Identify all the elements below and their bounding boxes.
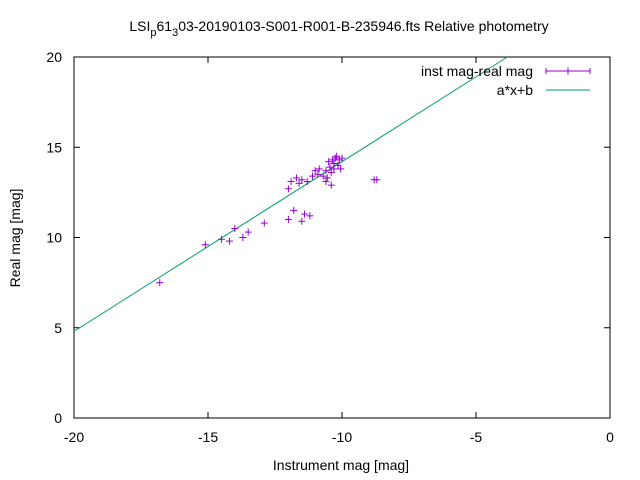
- data-point: [217, 235, 225, 243]
- data-point: [334, 161, 342, 169]
- data-point: [290, 206, 298, 214]
- data-point: [239, 234, 247, 241]
- chart-title-subscript-1: p: [150, 27, 156, 39]
- x-axis-label: Instrument mag [mag]: [273, 457, 409, 473]
- data-point: [338, 154, 346, 162]
- x-tick-label: -5: [470, 429, 483, 445]
- data-point: [306, 212, 314, 220]
- data-point: [322, 167, 330, 175]
- data-point: [373, 176, 381, 184]
- data-point: [231, 224, 239, 232]
- data-point: [284, 215, 292, 223]
- y-tick-label: 10: [46, 230, 62, 246]
- data-point: [201, 241, 209, 249]
- data-point: [287, 178, 295, 186]
- data-point: [327, 181, 335, 189]
- data-point: [315, 165, 323, 173]
- data-point: [303, 178, 311, 186]
- chart-title-part-2: 61: [156, 18, 172, 34]
- data-point: [311, 167, 319, 175]
- data-point: [260, 219, 268, 227]
- data-point: [292, 174, 300, 182]
- data-point: [156, 279, 164, 287]
- data-point: [244, 228, 252, 236]
- axis-tick-labels: -20 -15 -10 -5 0 0 5 10 15 20: [46, 49, 614, 445]
- chart-title-part-1: LSI: [129, 18, 150, 34]
- data-point: [322, 178, 330, 186]
- data-point: [298, 217, 306, 225]
- y-tick-label: 5: [54, 320, 62, 336]
- plot-area: [73, 56, 508, 332]
- data-point: [331, 154, 339, 162]
- axis-ticks: [73, 56, 611, 419]
- data-point: [319, 172, 327, 180]
- data-point: [314, 170, 322, 178]
- y-axis-label: Real mag [mag]: [7, 189, 23, 288]
- legend-label-line: a*x+b: [497, 82, 533, 98]
- data-point: [327, 169, 335, 177]
- data-point: [284, 185, 292, 193]
- data-point: [337, 165, 345, 173]
- legend: inst mag-real mag a*x+b: [421, 63, 591, 98]
- x-tick-label: -15: [198, 429, 218, 445]
- data-point: [325, 158, 333, 166]
- y-tick-label: 20: [46, 49, 62, 65]
- data-point: [295, 179, 303, 187]
- data-point: [333, 152, 341, 160]
- x-tick-label: -20: [64, 429, 84, 445]
- y-tick-label: 15: [46, 139, 62, 155]
- legend-label-points: inst mag-real mag: [421, 63, 533, 79]
- fit-line: [73, 56, 508, 332]
- data-point: [330, 165, 338, 173]
- data-point: [298, 176, 306, 184]
- data-point: [300, 210, 308, 218]
- chart-title-part-3: 03-20190103-S001-R001-B-235946.fts Relat…: [178, 18, 548, 34]
- y-tick-label: 0: [54, 410, 62, 426]
- data-point: [326, 163, 334, 171]
- x-tick-label: -10: [332, 429, 352, 445]
- legend-samples: [545, 67, 591, 91]
- x-tick-label: 0: [606, 429, 614, 445]
- data-point: [225, 237, 233, 245]
- chart-title-subscript-2: 3: [172, 27, 178, 39]
- data-point: [309, 172, 317, 180]
- chart-title: LSIp61303-20190103-S001-R001-B-235946.ft…: [129, 18, 548, 39]
- data-point: [323, 174, 331, 182]
